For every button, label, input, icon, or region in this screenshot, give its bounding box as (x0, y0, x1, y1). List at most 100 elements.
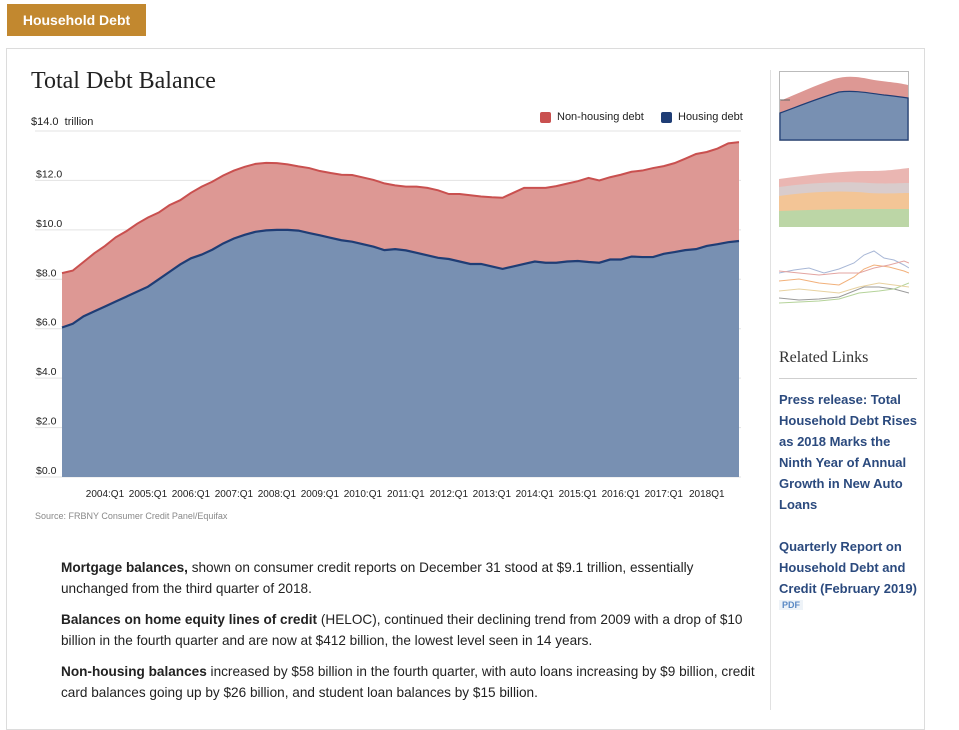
nonhousing-point (340, 173, 343, 176)
y-tick-label: $2.0 (36, 416, 57, 428)
x-tick-label: 2004:Q1 (86, 489, 125, 500)
paragraph-mortgage: Mortgage balances, shown on consumer cre… (61, 557, 761, 599)
housing-point (71, 322, 74, 325)
x-tick-label: 2008:Q1 (258, 489, 297, 500)
nonhousing-point (308, 167, 311, 170)
housing-point (738, 239, 741, 242)
housing-point (308, 232, 311, 235)
nonhousing-point (71, 269, 74, 272)
nonhousing-point (136, 222, 139, 225)
nonhousing-series-line (61, 141, 740, 275)
related-link-quarterly-report[interactable]: Quarterly Report on Household Debt and C… (779, 539, 917, 596)
thumb3-line-2 (779, 264, 909, 286)
y-tick-label: $0.0 (36, 465, 57, 477)
nonhousing-point (361, 176, 364, 179)
housing-point (619, 258, 622, 261)
nonhousing-point (222, 174, 225, 177)
nonhousing-point (544, 186, 547, 189)
housing-point (146, 285, 149, 288)
housing-point (716, 243, 719, 246)
nonhousing-point (243, 165, 246, 168)
x-tick-label: 2009:Q1 (301, 489, 340, 500)
thumb2-layer-4 (779, 209, 909, 227)
nonhousing-point (125, 230, 128, 233)
nonhousing-point (727, 142, 730, 145)
nonhousing-point (114, 236, 117, 239)
unit-label: $14.0 trillion (31, 116, 93, 128)
housing-point (82, 315, 85, 318)
legend-nonhousing[interactable]: Non-housing debt (540, 111, 644, 123)
thumbnail-delinquency[interactable] (779, 243, 909, 313)
legend-nonhousing-label: Non-housing debt (557, 111, 644, 123)
nonhousing-point (426, 186, 429, 189)
housing-point (404, 249, 407, 252)
housing-point (437, 256, 440, 259)
housing-point (125, 295, 128, 298)
chart-source: Source: FRBNY Consumer Credit Panel/Equi… (35, 511, 228, 521)
nonhousing-point (318, 170, 321, 173)
nonhousing-point (93, 252, 96, 255)
nonhousing-point (576, 180, 579, 183)
nonhousing-point (566, 182, 569, 185)
housing-point (211, 248, 214, 251)
legend-housing[interactable]: Housing debt (661, 111, 743, 123)
nonhousing-point (684, 157, 687, 160)
housing-point (512, 265, 515, 268)
y-tick-label: $10.0 (36, 218, 62, 230)
related-links-title: Related Links (779, 349, 869, 366)
nonhousing-point (652, 167, 655, 170)
y-tick-label: $12.0 (36, 168, 62, 180)
x-tick-label: 2015:Q1 (559, 489, 598, 500)
housing-point (587, 260, 590, 263)
thumb3-line-4 (779, 286, 909, 301)
housing-point (103, 305, 106, 308)
nonhousing-point (716, 147, 719, 150)
housing-point (458, 260, 461, 263)
y-tick-label: $4.0 (36, 366, 57, 378)
nonhousing-point (523, 186, 526, 189)
nonhousing-point (383, 182, 386, 185)
housing-point (351, 240, 354, 243)
household-debt-tab[interactable]: Household Debt (7, 4, 146, 36)
related-links-rule (779, 378, 917, 379)
housing-point (114, 300, 117, 303)
nonhousing-point (673, 162, 676, 165)
housing-point (318, 234, 321, 237)
nonhousing-point (469, 194, 472, 197)
housing-point (189, 257, 192, 260)
housing-point (673, 251, 676, 254)
housing-point (61, 326, 64, 329)
housing-point (415, 251, 418, 254)
related-link-press-release[interactable]: Press release: Total Household Debt Rise… (779, 392, 917, 512)
nonhousing-swatch (540, 111, 551, 123)
y-tick-label: $8.0 (36, 267, 57, 279)
housing-point (372, 245, 375, 248)
housing-point (383, 249, 386, 252)
thumbnail-debt-composition[interactable] (779, 163, 909, 227)
nonhousing-point (275, 162, 278, 165)
housing-point (533, 260, 536, 263)
nonhousing-point (372, 178, 375, 181)
housing-point (361, 243, 364, 246)
nonhousing-point (179, 199, 182, 202)
pdf-badge[interactable]: PDF (779, 600, 803, 610)
unit-top-tick: $14.0 (31, 116, 59, 128)
housing-swatch (661, 111, 672, 123)
paragraph-mortgage-bold: Mortgage balances, (61, 560, 188, 575)
nonhousing-point (200, 185, 203, 188)
nonhousing-point (232, 169, 235, 172)
housing-point (265, 229, 268, 232)
nonhousing-point (512, 191, 515, 194)
nonhousing-point (458, 193, 461, 196)
housing-point (329, 236, 332, 239)
housing-point (555, 261, 558, 264)
housing-point (523, 262, 526, 265)
x-tick-label: 2013:Q1 (473, 489, 512, 500)
nonhousing-point (297, 165, 300, 168)
thumbnail-total-debt[interactable] (779, 71, 909, 141)
housing-point (695, 248, 698, 251)
x-tick-label: 2005:Q1 (129, 489, 168, 500)
nonhousing-point (555, 185, 558, 188)
housing-point (684, 249, 687, 252)
housing-point (168, 270, 171, 273)
